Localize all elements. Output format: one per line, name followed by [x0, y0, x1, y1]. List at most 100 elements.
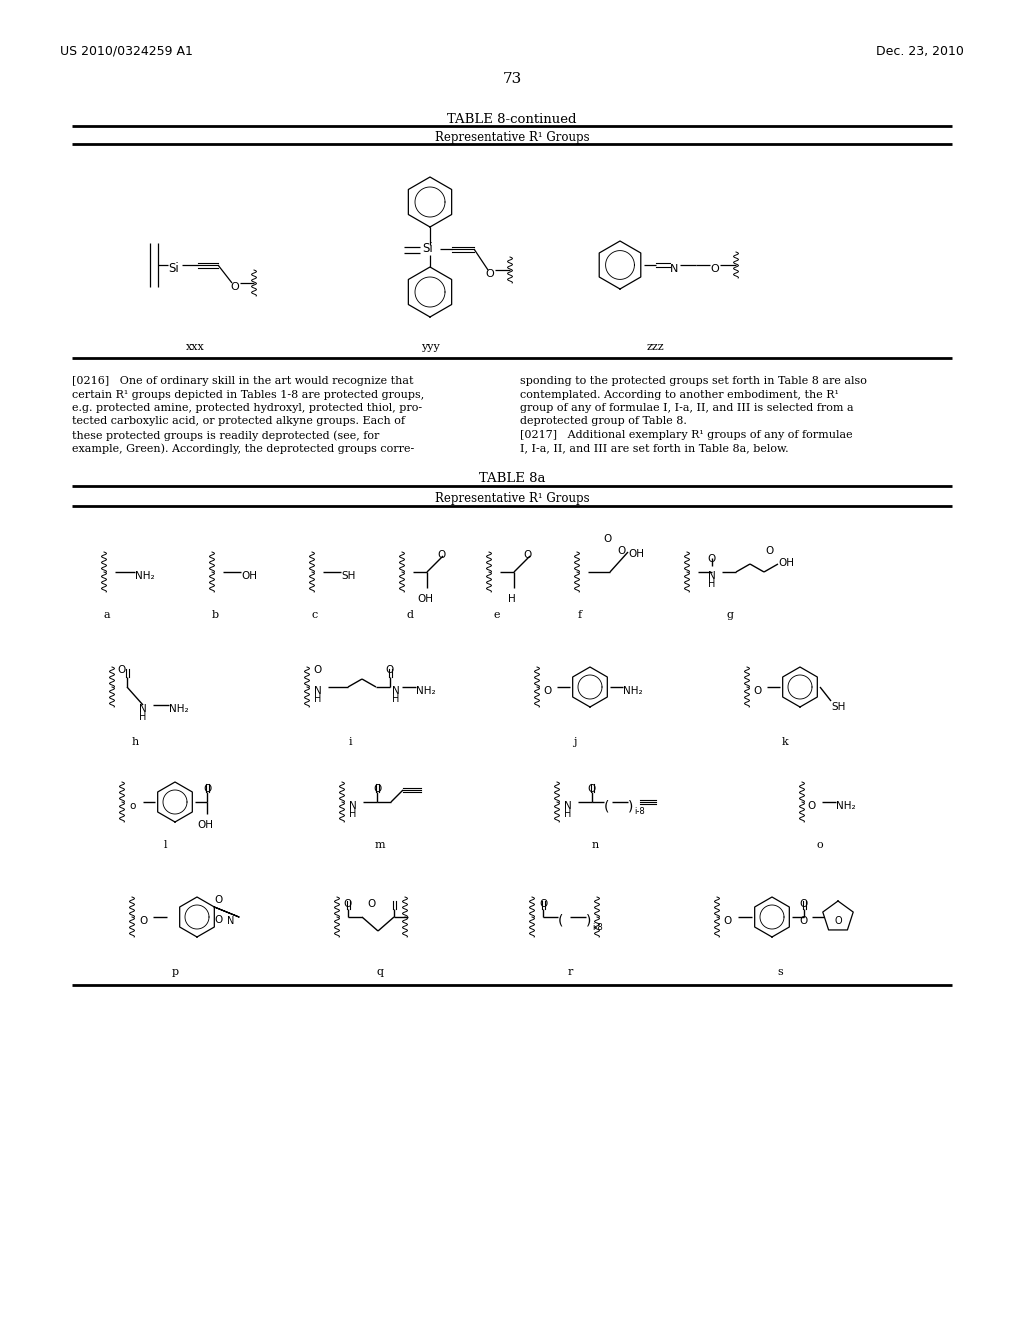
Text: xxx: xxx	[185, 342, 205, 352]
Text: SH: SH	[341, 572, 355, 581]
Text: q: q	[377, 968, 384, 977]
Text: certain R¹ groups depicted in Tables 1-8 are protected groups,: certain R¹ groups depicted in Tables 1-8…	[72, 389, 424, 400]
Text: ): )	[586, 913, 592, 928]
Text: h: h	[131, 737, 138, 747]
Text: O: O	[524, 550, 532, 560]
Text: O: O	[835, 916, 842, 927]
Text: group of any of formulae I, I-a, II, and III is selected from a: group of any of formulae I, I-a, II, and…	[520, 403, 854, 413]
Text: NH₂: NH₂	[623, 686, 643, 696]
Text: OH: OH	[197, 820, 213, 830]
Text: O: O	[139, 916, 147, 927]
Text: d: d	[407, 610, 414, 620]
Text: H: H	[508, 594, 516, 605]
Text: N: N	[227, 916, 234, 927]
Text: OH: OH	[241, 572, 257, 581]
Text: r: r	[567, 968, 572, 977]
Text: n: n	[592, 840, 599, 850]
Text: O: O	[708, 554, 716, 564]
Text: O: O	[617, 546, 626, 556]
Text: p: p	[171, 968, 178, 977]
Text: N: N	[392, 686, 399, 696]
Text: O: O	[753, 686, 761, 696]
Text: O: O	[214, 915, 222, 925]
Text: O: O	[117, 665, 125, 675]
Text: [0216]   One of ordinary skill in the art would recognize that: [0216] One of ordinary skill in the art …	[72, 376, 414, 385]
Text: i: i	[348, 737, 352, 747]
Text: N: N	[564, 801, 571, 810]
Text: O: O	[373, 784, 381, 795]
Text: O: O	[800, 916, 808, 927]
Text: N: N	[139, 704, 146, 714]
Text: f: f	[578, 610, 582, 620]
Text: o: o	[130, 801, 136, 810]
Text: i-8: i-8	[634, 808, 645, 817]
Text: O: O	[314, 665, 323, 675]
Text: Dec. 23, 2010: Dec. 23, 2010	[877, 45, 964, 58]
Text: O: O	[766, 546, 774, 556]
Text: TABLE 8-continued: TABLE 8-continued	[447, 114, 577, 125]
Text: k: k	[781, 737, 788, 747]
Text: e: e	[494, 610, 501, 620]
Text: zzz: zzz	[646, 342, 664, 352]
Text: i-8: i-8	[592, 923, 603, 932]
Text: NH₂: NH₂	[135, 572, 155, 581]
Text: O: O	[437, 550, 445, 560]
Text: NH₂: NH₂	[836, 801, 856, 810]
Text: O: O	[230, 282, 239, 292]
Text: H: H	[392, 694, 399, 704]
Text: tected carboxylic acid, or protected alkyne groups. Each of: tected carboxylic acid, or protected alk…	[72, 417, 406, 426]
Text: NH₂: NH₂	[169, 704, 188, 714]
Text: m: m	[375, 840, 385, 850]
Text: OH: OH	[778, 558, 794, 568]
Text: deprotected group of Table 8.: deprotected group of Table 8.	[520, 417, 687, 426]
Text: N: N	[709, 572, 716, 581]
Text: O: O	[543, 686, 551, 696]
Text: ): )	[628, 799, 634, 813]
Text: Si: Si	[168, 263, 179, 276]
Text: g: g	[726, 610, 733, 620]
Text: O: O	[604, 535, 612, 544]
Text: [0217]   Additional exemplary R¹ groups of any of formulae: [0217] Additional exemplary R¹ groups of…	[520, 430, 853, 440]
Text: j: j	[573, 737, 577, 747]
Text: b: b	[211, 610, 218, 620]
Text: c: c	[312, 610, 318, 620]
Text: example, Green). Accordingly, the deprotected groups corre-: example, Green). Accordingly, the deprot…	[72, 444, 415, 454]
Text: O: O	[368, 899, 376, 909]
Text: sponding to the protected groups set forth in Table 8 are also: sponding to the protected groups set for…	[520, 376, 867, 385]
Text: O: O	[710, 264, 719, 275]
Text: N: N	[670, 264, 678, 275]
Text: I, I-a, II, and III are set forth in Table 8a, below.: I, I-a, II, and III are set forth in Tab…	[520, 444, 788, 454]
Text: s: s	[777, 968, 783, 977]
Text: O: O	[808, 801, 816, 810]
Text: H: H	[564, 809, 571, 818]
Text: O: O	[724, 916, 732, 927]
Text: SH: SH	[831, 702, 846, 711]
Text: Representative R¹ Groups: Representative R¹ Groups	[434, 131, 590, 144]
Text: l: l	[163, 840, 167, 850]
Text: these protected groups is readily deprotected (see, for: these protected groups is readily deprot…	[72, 430, 379, 441]
Text: O: O	[588, 784, 596, 795]
Text: 73: 73	[503, 73, 521, 86]
Text: OH: OH	[628, 549, 644, 558]
Text: H: H	[314, 694, 322, 704]
Text: yyy: yyy	[421, 342, 439, 352]
Text: O: O	[539, 899, 547, 909]
Text: OH: OH	[417, 594, 433, 605]
Text: N: N	[314, 686, 322, 696]
Text: (: (	[558, 913, 563, 928]
Text: Si: Si	[423, 243, 433, 256]
Text: O: O	[386, 665, 394, 675]
Text: US 2010/0324259 A1: US 2010/0324259 A1	[60, 45, 193, 58]
Text: O: O	[800, 899, 808, 909]
Text: NH₂: NH₂	[416, 686, 435, 696]
Text: O: O	[203, 784, 211, 795]
Text: o: o	[817, 840, 823, 850]
Text: N: N	[349, 801, 357, 810]
Text: H: H	[139, 711, 146, 722]
Text: contemplated. According to another embodiment, the R¹: contemplated. According to another embod…	[520, 389, 839, 400]
Text: (: (	[604, 799, 609, 813]
Text: H: H	[349, 809, 356, 818]
Text: Representative R¹ Groups: Representative R¹ Groups	[434, 492, 590, 506]
Text: H: H	[709, 579, 716, 589]
Text: a: a	[103, 610, 111, 620]
